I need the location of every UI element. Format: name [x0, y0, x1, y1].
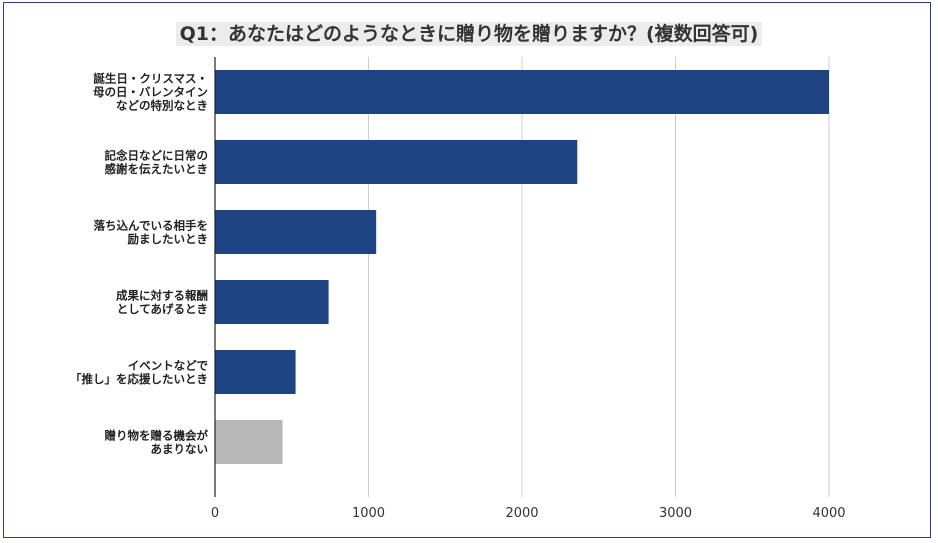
- bar-2: [215, 210, 377, 254]
- category-label-line: 誕生日・クリスマス・: [93, 72, 208, 86]
- bar-4: [215, 350, 296, 394]
- category-label-line: 「推し」を応援したいとき: [70, 372, 208, 386]
- category-label-line: 母の日・バレンタイン: [93, 85, 208, 99]
- bar-0: [215, 70, 829, 114]
- category-label-4: イベントなどで「推し」を応援したいとき: [70, 358, 208, 386]
- category-label-line: イベントなどで: [128, 358, 208, 372]
- x-tick-label-3: 3000: [659, 506, 692, 521]
- bar-3: [215, 280, 329, 324]
- x-tick-label-2: 2000: [505, 506, 538, 521]
- chart-title-text: Q1：あなたはどのようなときに贈り物を贈りますか？(複数回答可): [175, 22, 763, 46]
- category-label-line: としてあげるとき: [117, 302, 208, 316]
- category-label-line: 感謝を伝えたいとき: [105, 162, 209, 176]
- category-label-line: 励ましたいとき: [128, 232, 209, 246]
- bar-1: [215, 140, 578, 184]
- category-label-0: 誕生日・クリスマス・母の日・バレンタインなどの特別なとき: [93, 72, 208, 113]
- x-tick-label-4: 4000: [812, 506, 845, 521]
- category-label-2: 落ち込んでいる相手を励ましたいとき: [94, 218, 208, 246]
- x-tick-label-0: 0: [211, 506, 219, 521]
- category-label-line: 成果に対する報酬: [116, 288, 208, 302]
- bar-5: [215, 420, 283, 464]
- category-label-line: あまりない: [151, 442, 209, 456]
- category-label-3: 成果に対する報酬としてあげるとき: [116, 288, 208, 316]
- chart-title: Q1：あなたはどのようなときに贈り物を贈りますか？(複数回答可): [0, 19, 938, 46]
- x-tick-label-1: 1000: [352, 506, 385, 521]
- category-label-line: 記念日などに日常の: [105, 148, 209, 162]
- category-label-line: などの特別なとき: [116, 99, 208, 113]
- category-label-line: 落ち込んでいる相手を: [94, 218, 208, 232]
- category-label-1: 記念日などに日常の感謝を伝えたいとき: [105, 148, 209, 176]
- category-label-line: 贈り物を贈る機会が: [105, 428, 209, 442]
- category-label-5: 贈り物を贈る機会があまりない: [105, 428, 209, 456]
